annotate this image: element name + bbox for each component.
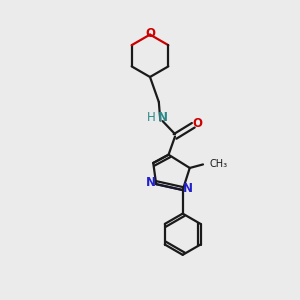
Text: O: O	[145, 28, 155, 40]
Text: CH₃: CH₃	[209, 159, 228, 169]
Text: N: N	[146, 176, 156, 190]
Text: N: N	[183, 182, 193, 195]
Text: N: N	[158, 111, 168, 124]
Text: H: H	[146, 111, 155, 124]
Text: O: O	[192, 117, 203, 130]
